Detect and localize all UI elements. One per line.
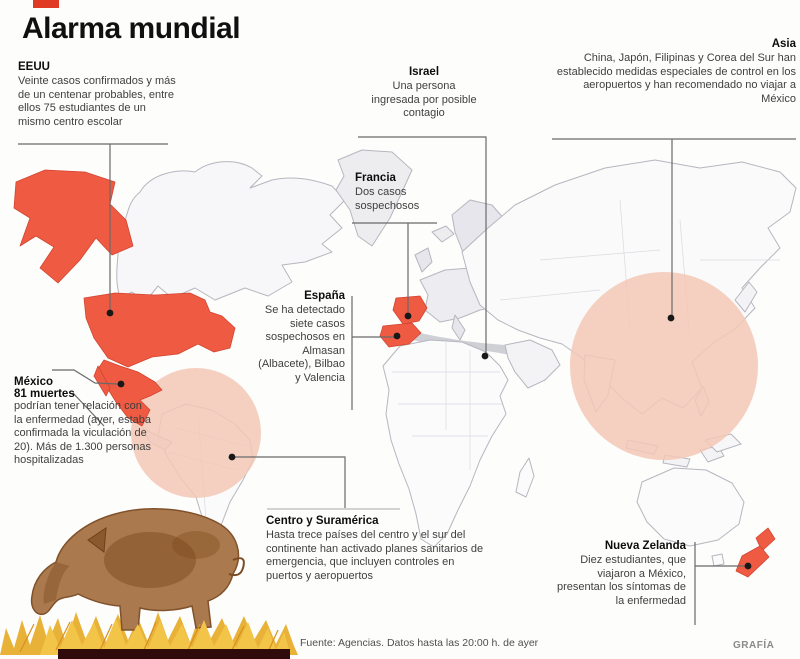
dot-centro-suramerica	[228, 453, 236, 461]
callout-espana-header: España	[304, 290, 345, 302]
region-alaska-red	[13, 169, 134, 284]
leader-mexico	[52, 369, 119, 427]
region-japan	[734, 281, 758, 313]
region-africa	[382, 339, 509, 548]
region-tasmania	[711, 553, 725, 567]
dot-francia	[404, 312, 412, 320]
leader-eeuu	[18, 143, 168, 310]
callout-asia: Asia China, Japón, Filipinas y Corea del…	[550, 38, 796, 106]
callout-eeuu: EEUU Veinte casos confirmados y más de u…	[18, 61, 180, 129]
alert-zone-south-america	[131, 368, 261, 498]
dot-nueva-zelanda	[744, 562, 752, 570]
callout-centro-header: Centro y Suramérica	[266, 515, 379, 527]
callout-francia: Francia Dos casos sospechosos	[355, 172, 450, 213]
region-spain-red	[379, 322, 422, 348]
dot-eeuu	[106, 309, 114, 317]
callout-nueva-zelanda-body: Diez estudiantes, que viajaron a México,…	[556, 554, 686, 607]
callout-espana: España Se ha detectado siete casos sospe…	[255, 290, 345, 385]
pig-patch-small	[172, 531, 220, 559]
region-baja-red	[93, 365, 111, 397]
region-canada	[115, 161, 346, 303]
credit-label: GRAFÍA	[733, 640, 775, 651]
affected-countries	[13, 169, 776, 578]
callout-centro-suramerica: Centro y Suramérica Hasta trece países d…	[266, 515, 494, 583]
callout-israel-body: Una persona ingresada por posible contag…	[371, 80, 477, 119]
callout-leader-lines	[18, 136, 796, 625]
region-middle-east	[504, 339, 561, 389]
callout-mexico-subheader: 81 muertes	[14, 388, 75, 400]
region-madagascar	[515, 457, 535, 498]
corner-red-mark	[33, 0, 59, 8]
callout-mexico-body: podrían tener relación con la enfermedad…	[14, 400, 151, 466]
leader-asia	[552, 138, 796, 315]
leader-francia	[352, 222, 437, 313]
callout-mexico-header: México	[14, 376, 53, 388]
pig-tail	[228, 557, 245, 577]
alert-zone-asia	[570, 272, 758, 460]
location-dots	[106, 309, 752, 570]
callout-francia-header: Francia	[355, 172, 396, 184]
region-australia	[636, 467, 745, 547]
callout-eeuu-body: Veinte casos confirmados y más de un cen…	[18, 75, 176, 128]
pig-patch-large	[104, 532, 196, 588]
callout-espana-body: Se ha detectado siete casos sospechosos …	[258, 304, 345, 384]
callout-asia-header: Asia	[771, 38, 796, 50]
callout-francia-body: Dos casos sospechosos	[355, 186, 420, 212]
region-italy	[451, 314, 466, 341]
callout-eeuu-header: EEUU	[18, 61, 50, 73]
dot-asia	[667, 314, 675, 322]
leader-centro	[234, 456, 346, 508]
callout-israel: Israel Una persona ingresada por posible…	[368, 66, 480, 121]
callout-asia-body: China, Japón, Filipinas y Corea del Sur …	[556, 52, 796, 105]
pig-illustration	[0, 508, 298, 659]
callout-israel-header: Israel	[408, 66, 440, 78]
page-title: Alarma mundial	[22, 12, 241, 45]
dot-espana	[393, 332, 401, 340]
callout-nueva-zelanda: Nueva Zelanda Diez estudiantes, que viaj…	[548, 540, 686, 608]
dot-mexico	[117, 380, 125, 388]
region-new-zealand-south-red	[735, 545, 770, 578]
straw-strands	[19, 621, 279, 653]
pig-base-strip	[58, 649, 290, 659]
region-greenland	[335, 149, 413, 247]
dot-israel	[481, 352, 489, 360]
callout-mexico: México 81 muertes podrían tener relación…	[14, 376, 152, 468]
callout-nueva-zelanda-header: Nueva Zelanda	[604, 540, 686, 552]
region-iceland	[431, 225, 455, 243]
region-uk	[414, 247, 433, 273]
leader-israel	[358, 136, 487, 353]
pig-head-shading	[43, 562, 70, 604]
source-line: Fuente: Agencias. Datos hasta las 20:00 …	[300, 637, 539, 649]
leader-espana	[351, 296, 394, 410]
leader-nueva-zelanda	[694, 542, 746, 625]
region-france-red	[392, 295, 428, 325]
region-usa-red	[83, 292, 236, 368]
pig-ear	[87, 527, 107, 553]
callout-centro-body: Hasta trece países del centro y el sur d…	[266, 529, 484, 582]
